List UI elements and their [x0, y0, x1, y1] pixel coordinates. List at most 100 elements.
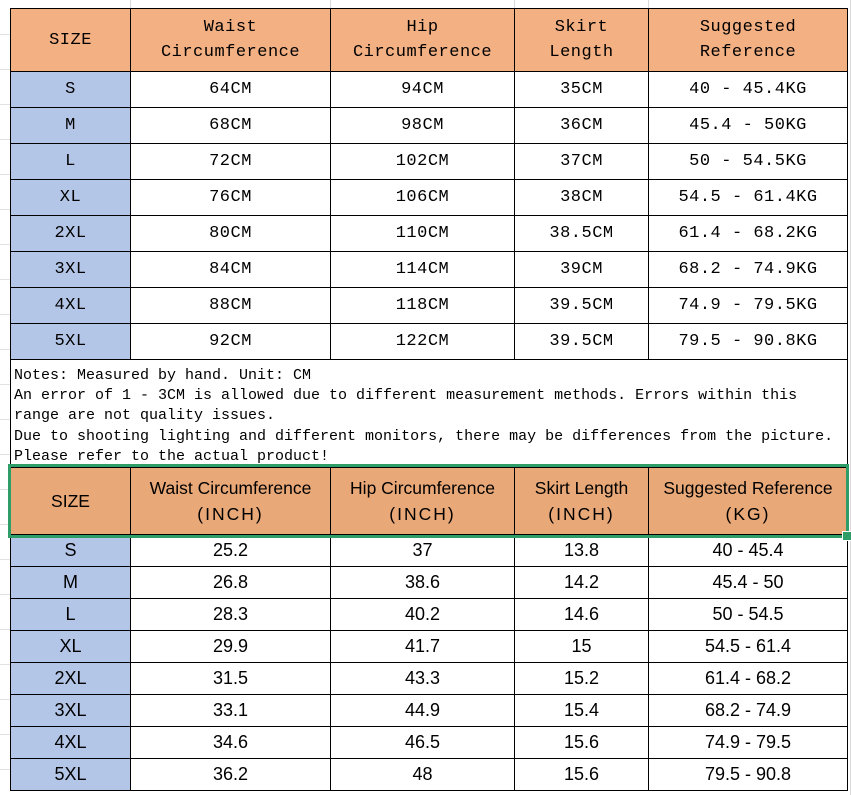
table-cell: 64CM — [131, 72, 331, 108]
note-line: An error of 1 - 3CM is allowed due to di… — [14, 387, 798, 405]
size-label: L — [11, 599, 131, 631]
size-label: XL — [11, 180, 131, 216]
table-cell: 76CM — [131, 180, 331, 216]
table-cell: 39.5CM — [515, 324, 649, 360]
table-cell: 25.2 — [131, 535, 331, 567]
table-cell: 36.2 — [131, 759, 331, 791]
size-label: M — [11, 567, 131, 599]
size-label: L — [11, 144, 131, 180]
table-cell: 15.2 — [515, 663, 649, 695]
table-cell: 122CM — [331, 324, 515, 360]
table-cell: 38.6 — [331, 567, 515, 599]
table-cell: 80CM — [131, 216, 331, 252]
table-cell: 15.6 — [515, 727, 649, 759]
header-suggested-reference-kg: Suggested Reference (KG) — [649, 468, 848, 535]
table-cell: 48 — [331, 759, 515, 791]
table-cell: 29.9 — [131, 631, 331, 663]
table-cell: 44.9 — [331, 695, 515, 727]
table-cell: 102CM — [331, 144, 515, 180]
table-cell: 94CM — [331, 72, 515, 108]
table-cell: 118CM — [331, 288, 515, 324]
note-line: Please refer to the actual product! — [14, 447, 330, 465]
table-cell: 14.2 — [515, 567, 649, 599]
table-cell: 35CM — [515, 72, 649, 108]
table-cell: 26.8 — [131, 567, 331, 599]
table-cell: 72CM — [131, 144, 331, 180]
sheet-gridlines-left — [0, 0, 10, 795]
sheet-gridline — [514, 0, 515, 8]
size-table-inch: SIZE Waist Circumference (INCH) Hip Circu… — [10, 467, 848, 791]
table-cell: 114CM — [331, 252, 515, 288]
size-label: S — [11, 72, 131, 108]
size-label: 3XL — [11, 695, 131, 727]
table-cell: 15.6 — [515, 759, 649, 791]
size-label: 4XL — [11, 727, 131, 759]
note-line: Notes: Measured by hand. Unit: CM — [14, 367, 312, 384]
table-cell: 88CM — [131, 288, 331, 324]
table-cell: 40 - 45.4 — [649, 535, 848, 567]
table-cell: 15 — [515, 631, 649, 663]
header-waist-circumference: Waist Circumference — [131, 9, 331, 72]
note-line: Due to shooting lighting and different m… — [14, 427, 834, 445]
table-cell: 40 - 45.4KG — [649, 72, 848, 108]
table-cell: 15.4 — [515, 695, 649, 727]
header-suggested-reference: Suggested Reference — [649, 9, 848, 72]
note-line: range are not quality issues. — [14, 407, 276, 425]
table-cell: 68.2 - 74.9KG — [649, 252, 848, 288]
table-cell: 34.6 — [131, 727, 331, 759]
table-cell: 40.2 — [331, 599, 515, 631]
table-cell: 39.5CM — [515, 288, 649, 324]
table-cell: 46.5 — [331, 727, 515, 759]
header-skirt-length-inch: Skirt Length (INCH) — [515, 468, 649, 535]
table-cell: 14.6 — [515, 599, 649, 631]
header-hip-circumference: Hip Circumference — [331, 9, 515, 72]
table-cell: 41.7 — [331, 631, 515, 663]
header-size: SIZE — [11, 9, 131, 72]
table-cell: 45.4 - 50 — [649, 567, 848, 599]
table-cell: 45.4 - 50KG — [649, 108, 848, 144]
sheet-gridline — [130, 0, 131, 8]
table-cell: 61.4 - 68.2 — [649, 663, 848, 695]
table-cell: 13.8 — [515, 535, 649, 567]
table-cell: 39CM — [515, 252, 649, 288]
table-cell: 38.5CM — [515, 216, 649, 252]
table-cell: 31.5 — [131, 663, 331, 695]
table-cell: 50 - 54.5KG — [649, 144, 848, 180]
table-cell: 79.5 - 90.8 — [649, 759, 848, 791]
table-cell: 74.9 - 79.5KG — [649, 288, 848, 324]
size-label: 5XL — [11, 759, 131, 791]
table-cell: 74.9 - 79.5 — [649, 727, 848, 759]
table-cell: 92CM — [131, 324, 331, 360]
table-cell: 37CM — [515, 144, 649, 180]
header-size: SIZE — [11, 468, 131, 535]
table-cell: 68.2 - 74.9 — [649, 695, 848, 727]
table-cell: 28.3 — [131, 599, 331, 631]
size-label: 5XL — [11, 324, 131, 360]
table-cell: 37 — [331, 535, 515, 567]
table-cell: 79.5 - 90.8KG — [649, 324, 848, 360]
size-table-cm: SIZE Waist Circumference Hip Circumference… — [10, 8, 848, 360]
size-label: 3XL — [11, 252, 131, 288]
table-cell: 68CM — [131, 108, 331, 144]
size-label: 2XL — [11, 216, 131, 252]
header-hip-circumference-inch: Hip Circumference (INCH) — [331, 468, 515, 535]
notes-block: Notes: Measured by hand. Unit: CM An err… — [10, 360, 848, 467]
table-cell: 106CM — [331, 180, 515, 216]
table-cell: 54.5 - 61.4KG — [649, 180, 848, 216]
table-cell: 38CM — [515, 180, 649, 216]
table-cell: 33.1 — [131, 695, 331, 727]
table-cell: 43.3 — [331, 663, 515, 695]
table-cell: 110CM — [331, 216, 515, 252]
table-cell: 54.5 - 61.4 — [649, 631, 848, 663]
table-cell: 50 - 54.5 — [649, 599, 848, 631]
table-cell: 98CM — [331, 108, 515, 144]
size-label: M — [11, 108, 131, 144]
table-cell: 61.4 - 68.2KG — [649, 216, 848, 252]
sheet-gridline — [330, 0, 331, 8]
table-cell: 36CM — [515, 108, 649, 144]
size-label: 4XL — [11, 288, 131, 324]
sheet-gridline — [648, 0, 649, 8]
size-label: 2XL — [11, 663, 131, 695]
size-label: S — [11, 535, 131, 567]
header-skirt-length: Skirt Length — [515, 9, 649, 72]
